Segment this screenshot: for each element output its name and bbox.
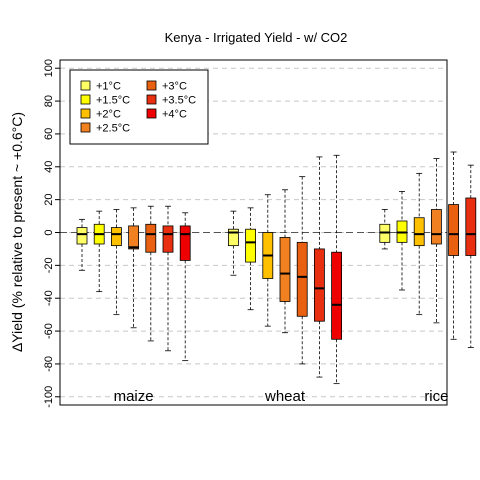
box-iqr <box>162 225 174 253</box>
y-tick-label: 100 <box>43 59 55 77</box>
y-tick-label: 80 <box>43 95 55 107</box>
legend-label: +1.5°C <box>96 95 130 107</box>
box-rice-2 <box>413 172 425 316</box>
box-wheat-2 <box>262 194 274 327</box>
box-maize-5 <box>162 205 174 352</box>
legend-item: +3°C <box>146 80 187 93</box>
y-tick-label: 40 <box>43 161 55 173</box>
y-axis: -100 -80 -60 -40 -20 0 20 40 60 80 100 <box>43 59 61 408</box>
box-maize-4 <box>145 205 157 342</box>
legend-swatch <box>80 80 91 91</box>
legend-label: +3.5°C <box>162 95 196 107</box>
box-iqr <box>465 197 477 256</box>
box-maize-3 <box>128 207 140 329</box>
box-wheat-0 <box>227 210 239 276</box>
y-tick-label: -100 <box>43 386 55 408</box>
legend-label: +3°C <box>162 81 187 93</box>
y-axis-label: ΔYield (% relative to present ~ +0.6°C) <box>9 112 25 352</box>
group-label-rice: rice <box>424 388 448 405</box>
box-maize-1 <box>93 210 105 293</box>
legend-swatch <box>80 108 91 119</box>
box-maize-2 <box>111 209 122 316</box>
box-iqr <box>128 225 140 250</box>
legend-swatch <box>146 108 157 119</box>
group-label-wheat: wheat <box>264 388 306 405</box>
box-rice-5 <box>465 164 477 348</box>
legend-swatch <box>146 94 157 105</box>
y-tick-label: -20 <box>43 257 55 273</box>
box-rice-0 <box>379 209 391 250</box>
legend-label: +1°C <box>96 81 121 93</box>
legend-item: +2°C <box>80 108 121 121</box>
box-maize-0 <box>76 218 88 271</box>
box-iqr <box>448 204 460 256</box>
box-iqr <box>296 241 308 317</box>
box-maize-6 <box>179 212 191 362</box>
legend-label: +2°C <box>96 109 121 121</box>
legend-label: +2.5°C <box>96 123 130 135</box>
legend-swatch <box>146 80 157 91</box>
box-series <box>76 151 477 385</box>
box-iqr <box>227 228 239 247</box>
box-wheat-5 <box>313 156 325 378</box>
box-iqr <box>430 209 442 245</box>
box-iqr <box>413 217 425 247</box>
box-iqr <box>179 225 191 261</box>
legend-item: +1°C <box>80 80 121 93</box>
box-wheat-4 <box>296 176 308 365</box>
box-rice-3 <box>430 158 442 324</box>
box-iqr <box>145 223 157 253</box>
box-iqr <box>279 237 291 302</box>
box-rice-1 <box>396 191 408 291</box>
box-iqr <box>313 248 325 322</box>
box-wheat-3 <box>279 189 291 334</box>
legend: +1°C +1.5°C +2°C +2.5°C +3°C +3.5°C +4°C <box>69 69 209 145</box>
chart-title: Kenya - Irrigated Yield - w/ CO2 <box>165 30 348 45</box>
y-tick-label: -40 <box>43 290 55 306</box>
legend-item: +2.5°C <box>80 122 130 135</box>
legend-item: +3.5°C <box>146 94 196 107</box>
box-wheat-1 <box>245 207 257 311</box>
y-tick-label: -80 <box>43 356 55 372</box>
box-wheat-6 <box>331 154 343 385</box>
box-rice-4 <box>448 151 460 340</box>
y-tick-label: -60 <box>43 323 55 339</box>
group-labels: maize wheat rice <box>114 388 449 405</box>
box-iqr <box>245 228 257 263</box>
legend-swatch <box>80 122 91 133</box>
legend-item: +1.5°C <box>80 94 130 107</box>
box-iqr <box>76 227 88 245</box>
legend-label: +4°C <box>162 109 187 121</box>
box-iqr <box>111 227 122 247</box>
box-iqr <box>331 251 343 340</box>
group-label-maize: maize <box>114 388 154 405</box>
legend-swatch <box>80 94 91 105</box>
legend-box <box>69 69 209 145</box>
legend-item: +4°C <box>146 108 187 121</box>
y-tick-label: 0 <box>43 229 55 235</box>
y-tick-label: 20 <box>43 194 55 206</box>
y-tick-label: 60 <box>43 128 55 140</box>
